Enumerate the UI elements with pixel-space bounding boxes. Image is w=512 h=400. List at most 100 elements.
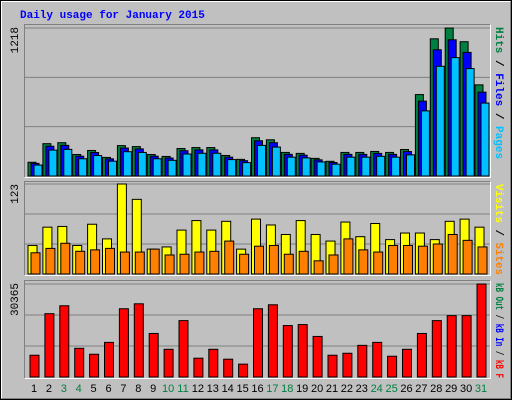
bar bbox=[298, 250, 309, 275]
bar bbox=[312, 335, 323, 378]
bar bbox=[373, 251, 384, 275]
bar bbox=[267, 304, 278, 378]
bar bbox=[33, 164, 43, 177]
legend-entry: Sites bbox=[492, 242, 504, 275]
bar bbox=[465, 68, 475, 177]
x-tick-label: 17 bbox=[266, 383, 278, 395]
bar bbox=[30, 252, 41, 275]
legend-separator: / bbox=[492, 106, 504, 126]
chart-title: Daily usage for January 2015 bbox=[20, 10, 205, 22]
bar bbox=[194, 251, 205, 275]
bar bbox=[331, 163, 341, 177]
x-tick-label: 21 bbox=[326, 383, 338, 395]
panel-highlight bbox=[24, 280, 491, 379]
bar bbox=[242, 162, 252, 177]
bar bbox=[361, 156, 371, 177]
panel-highlight bbox=[24, 24, 491, 178]
bar bbox=[476, 283, 487, 378]
bar bbox=[74, 347, 85, 378]
bar bbox=[406, 154, 415, 177]
bar bbox=[254, 245, 264, 275]
x-tick-label: 8 bbox=[135, 383, 141, 395]
bar bbox=[45, 247, 56, 275]
bar bbox=[59, 305, 70, 378]
bar bbox=[29, 354, 40, 378]
bar bbox=[257, 144, 266, 177]
bar bbox=[376, 155, 386, 177]
bar bbox=[462, 239, 473, 275]
x-tick-label: 15 bbox=[236, 383, 248, 395]
x-tick-label: 4 bbox=[76, 383, 82, 395]
panel-shadow bbox=[24, 24, 491, 178]
bar bbox=[342, 352, 353, 378]
bar bbox=[167, 159, 177, 177]
bar bbox=[327, 354, 338, 378]
x-tick-label: 16 bbox=[251, 383, 263, 395]
bar bbox=[93, 155, 103, 177]
bar bbox=[44, 313, 55, 378]
bar bbox=[212, 152, 222, 177]
bar bbox=[164, 254, 175, 275]
bar bbox=[420, 110, 430, 177]
bar bbox=[346, 156, 356, 177]
bar bbox=[432, 243, 443, 275]
x-tick-label: 12 bbox=[192, 383, 204, 395]
x-tick-label: 24 bbox=[371, 383, 383, 395]
legend-separator: / bbox=[492, 310, 504, 324]
bar bbox=[480, 102, 490, 177]
bar bbox=[283, 253, 294, 275]
x-tick-label: 25 bbox=[385, 383, 397, 395]
legend-entry: kB Out bbox=[492, 283, 504, 310]
bar bbox=[122, 151, 132, 177]
bar bbox=[417, 245, 428, 275]
bar bbox=[358, 249, 369, 275]
bar bbox=[328, 254, 339, 275]
bar bbox=[416, 332, 427, 378]
y-max-label: 1218 bbox=[10, 27, 22, 53]
bar bbox=[403, 244, 413, 275]
x-tick-label: 10 bbox=[162, 383, 174, 395]
bar bbox=[227, 159, 237, 177]
bar bbox=[163, 348, 174, 378]
x-tick-label: 9 bbox=[150, 383, 156, 395]
x-tick-label: 7 bbox=[120, 383, 126, 395]
bar bbox=[48, 149, 58, 177]
x-tick-label: 14 bbox=[222, 383, 234, 395]
bar bbox=[286, 156, 296, 177]
bar bbox=[297, 324, 308, 378]
bar bbox=[461, 315, 472, 378]
bar bbox=[179, 253, 190, 275]
x-tick-label: 27 bbox=[415, 383, 427, 395]
x-tick-label: 22 bbox=[341, 383, 353, 395]
bar bbox=[477, 246, 488, 275]
bar bbox=[313, 260, 324, 275]
bar bbox=[271, 146, 281, 177]
legend: Hits / Files / Pages bbox=[492, 27, 504, 159]
bar bbox=[402, 348, 412, 378]
x-tick-label: 20 bbox=[311, 383, 323, 395]
bar bbox=[104, 341, 114, 378]
panel-highlight bbox=[24, 181, 491, 276]
y-max-label: 123 bbox=[10, 184, 22, 204]
bar bbox=[357, 344, 368, 378]
legend-entry: kB F bbox=[492, 360, 504, 378]
legend-entry: Pages bbox=[492, 126, 504, 159]
bar bbox=[316, 161, 326, 177]
x-tick-label: 5 bbox=[91, 383, 97, 395]
legend: kB Out / kB In / kB F bbox=[492, 283, 504, 378]
legend-separator: / bbox=[492, 53, 504, 73]
bar bbox=[152, 158, 162, 177]
bar bbox=[197, 152, 207, 177]
bar bbox=[301, 157, 311, 177]
x-tick-label: 31 bbox=[475, 383, 487, 395]
bar bbox=[118, 308, 129, 378]
bar bbox=[90, 249, 101, 275]
bar bbox=[78, 158, 88, 177]
bar bbox=[435, 65, 445, 177]
bar bbox=[89, 353, 100, 378]
bar bbox=[75, 250, 86, 275]
bar bbox=[63, 148, 73, 177]
x-tick-label: 18 bbox=[281, 383, 293, 395]
